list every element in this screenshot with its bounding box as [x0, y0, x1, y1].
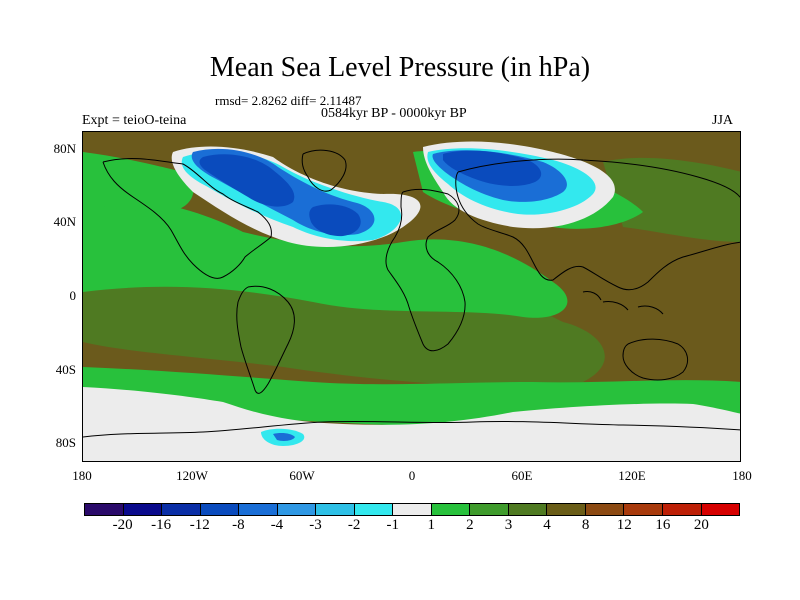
lat-label-80s: 80S: [55, 435, 76, 450]
colorbar-label: -2: [347, 517, 361, 533]
colorbar-label: -12: [189, 517, 210, 533]
colorbar-label: 20: [693, 517, 709, 533]
colorbar-label: 8: [581, 517, 590, 533]
lat-label-40s: 40S: [55, 362, 76, 377]
lon-label-60e: 60E: [511, 468, 533, 483]
colorbar-swatch: [508, 504, 548, 515]
season-label: JJA: [712, 113, 734, 128]
colorbar-label: -8: [232, 517, 245, 533]
colorbar-label: -4: [270, 517, 284, 533]
colorbar-swatch: [662, 504, 702, 515]
colorbar-label: -20: [112, 517, 133, 533]
field-darkblue-atlantic: [309, 204, 361, 237]
lon-label-180w: 180: [72, 468, 92, 483]
colorbar-swatch: [85, 504, 124, 515]
chart-title: Mean Sea Level Pressure (in hPa): [209, 52, 591, 83]
colorbar-label: 16: [655, 517, 671, 533]
colorbar-swatch: [547, 504, 586, 515]
lat-label-0: 0: [69, 288, 77, 303]
colorbar-label: -16: [151, 517, 172, 533]
colorbar-swatch: [701, 504, 740, 515]
lon-label-120w: 120W: [176, 468, 208, 483]
field-darkblue-eurasia: [443, 150, 542, 186]
field-green-tropics: [83, 199, 568, 318]
colorbar-swatch: [354, 504, 394, 515]
lon-label-120e: 120E: [618, 468, 646, 483]
colorbar-swatch: [162, 504, 201, 515]
colorbar-swatch: [624, 504, 663, 515]
field-white-antarctic: [83, 387, 740, 461]
field-green-nw: [83, 152, 194, 212]
colorbar-label: 4: [543, 517, 551, 533]
stats-text: rmsd= 2.8262 diff= 2.11487: [215, 93, 362, 108]
field-blue-antarctic: [273, 433, 295, 441]
colorbar-swatch: [239, 504, 278, 515]
colorbar-label: 12: [616, 517, 632, 533]
field-darkblue-greenland: [199, 154, 295, 207]
colorbar-label: 2: [466, 517, 474, 533]
map-canvas: [83, 132, 740, 461]
colorbar-swatch: [393, 504, 432, 515]
colorbar-label: 3: [504, 517, 513, 533]
colorbar-label: -3: [309, 517, 322, 533]
colorbar-swatch: [431, 504, 471, 515]
colorbar-swatch: [277, 504, 317, 515]
colorbar-label: -1: [386, 517, 399, 533]
colorbar-swatch: [200, 504, 240, 515]
colorbar: [84, 503, 740, 516]
lon-label-60w: 60W: [289, 468, 315, 483]
experiment-label: Expt = teioO-teina: [82, 113, 187, 128]
colorbar-swatch: [316, 504, 355, 515]
pressure-map: [82, 131, 741, 462]
period-text: 0584kyr BP - 0000kyr BP: [321, 106, 467, 121]
lon-label-0: 0: [408, 468, 416, 483]
colorbar-swatch: [585, 504, 625, 515]
lon-label-180e: 180: [732, 468, 752, 483]
colorbar-swatch: [123, 504, 163, 515]
lat-label-40n: 40N: [53, 214, 76, 229]
coastlines: [83, 149, 740, 438]
colorbar-swatch: [470, 504, 509, 515]
lat-label-80n: 80N: [53, 141, 76, 156]
colorbar-label: 1: [427, 517, 436, 533]
